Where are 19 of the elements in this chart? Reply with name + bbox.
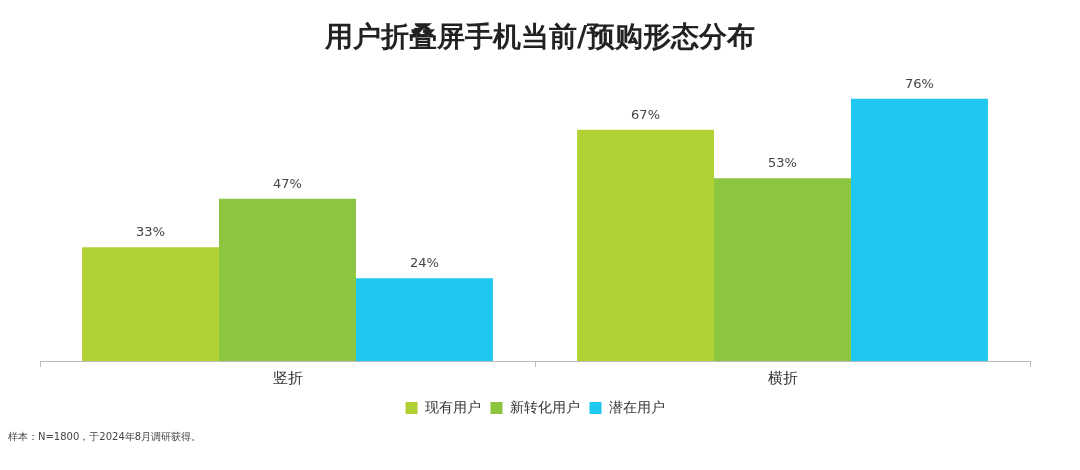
- text: 样本：N=1800，于2024年8月调研获得。: [8, 430, 202, 444]
- bar: [850, 98, 988, 361]
- data-label: 47%: [273, 175, 302, 191]
- legend-label: 潜在用户: [608, 398, 665, 415]
- data-label: 67%: [631, 106, 660, 122]
- data-label: 53%: [768, 155, 797, 171]
- bar: [577, 129, 715, 361]
- data-label: 24%: [410, 255, 439, 271]
- bar: [355, 278, 493, 361]
- legend-label: 新转化用户: [509, 398, 580, 415]
- data-label: 76%: [905, 75, 934, 91]
- bar: [82, 247, 220, 361]
- x-tick-label: 竖折: [272, 368, 303, 387]
- chart-title: 用户折叠屏手机当前/预购形态分布: [323, 19, 757, 55]
- bar: [714, 178, 851, 361]
- legend-label: 现有用户: [424, 398, 481, 415]
- data-label: 33%: [136, 224, 165, 240]
- x-tick-label: 横折: [767, 368, 798, 387]
- bar: [219, 198, 356, 361]
